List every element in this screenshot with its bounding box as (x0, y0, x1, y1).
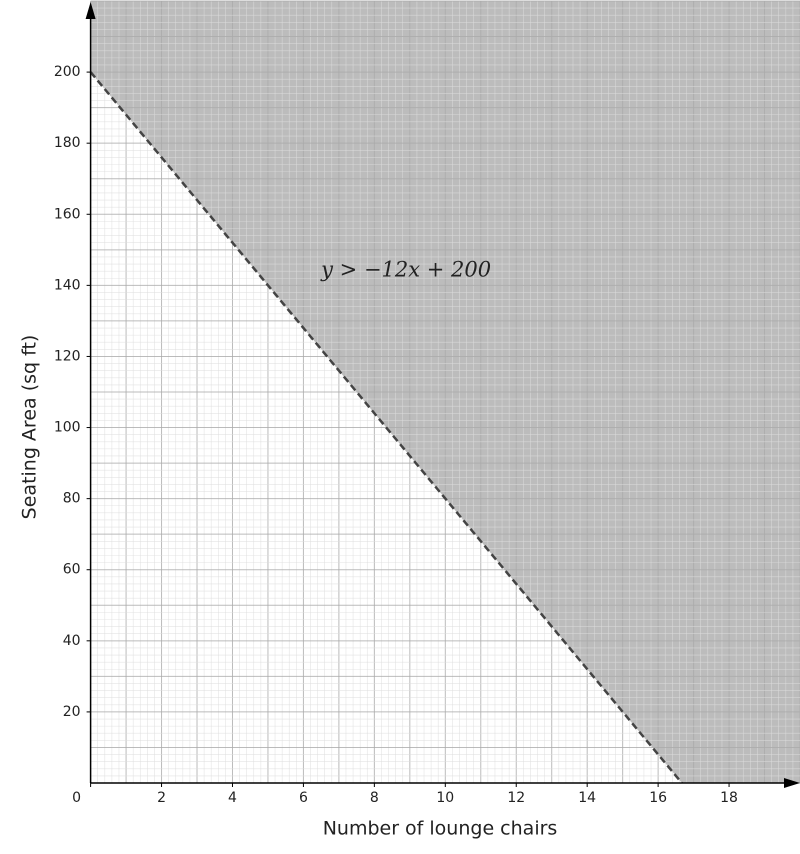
y-tick-label: 160 (54, 206, 81, 222)
boundary-line (89, 71, 683, 784)
y-tick-label: 200 (54, 64, 81, 80)
y-tick-label: 100 (54, 420, 81, 436)
y-tick-label: 20 (63, 704, 81, 720)
plot-area (89, 0, 800, 784)
x-tick-label: 14 (578, 790, 596, 806)
x-tick-label: 6 (299, 790, 308, 806)
y-tick-label: 140 (54, 277, 81, 293)
y-axis-label: Seating Area (sq ft) (19, 335, 41, 520)
x-tick-label: 8 (370, 790, 379, 806)
x-tick-label: 10 (436, 790, 454, 806)
x-tick-label: 0 (72, 790, 81, 806)
x-tick-label: 4 (228, 790, 237, 806)
x-axis-arrow (784, 778, 800, 788)
x-tick-label: 16 (649, 790, 667, 806)
y-axis-arrow (85, 2, 96, 19)
y-tick-label: 60 (63, 562, 81, 578)
annotation: y > −12x + 200 (320, 258, 491, 282)
y-tick-label: 180 (54, 135, 81, 151)
y-tick-label: 40 (63, 633, 81, 649)
x-tick-label: 2 (157, 790, 166, 806)
x-tick-label: 12 (507, 790, 525, 806)
x-tick-label: 18 (720, 790, 738, 806)
y-tick-label: 120 (54, 348, 81, 364)
x-axis-label: Number of lounge chairs (323, 818, 558, 840)
y-tick-label: 80 (63, 491, 81, 507)
